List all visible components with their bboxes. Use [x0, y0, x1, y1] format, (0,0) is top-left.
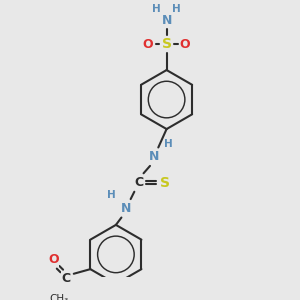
Text: N: N [161, 14, 172, 27]
Text: H: H [107, 190, 116, 200]
Text: C: C [134, 176, 143, 189]
Text: O: O [48, 254, 59, 266]
Text: H: H [164, 139, 173, 149]
Text: CH₃: CH₃ [50, 294, 69, 300]
Text: S: S [160, 176, 170, 190]
Text: O: O [180, 38, 190, 51]
Text: S: S [162, 37, 172, 51]
Text: C: C [62, 272, 71, 285]
Text: N: N [121, 202, 131, 215]
Text: H: H [172, 4, 181, 14]
Text: N: N [148, 150, 159, 163]
Text: H: H [152, 4, 161, 14]
Text: O: O [143, 38, 154, 51]
